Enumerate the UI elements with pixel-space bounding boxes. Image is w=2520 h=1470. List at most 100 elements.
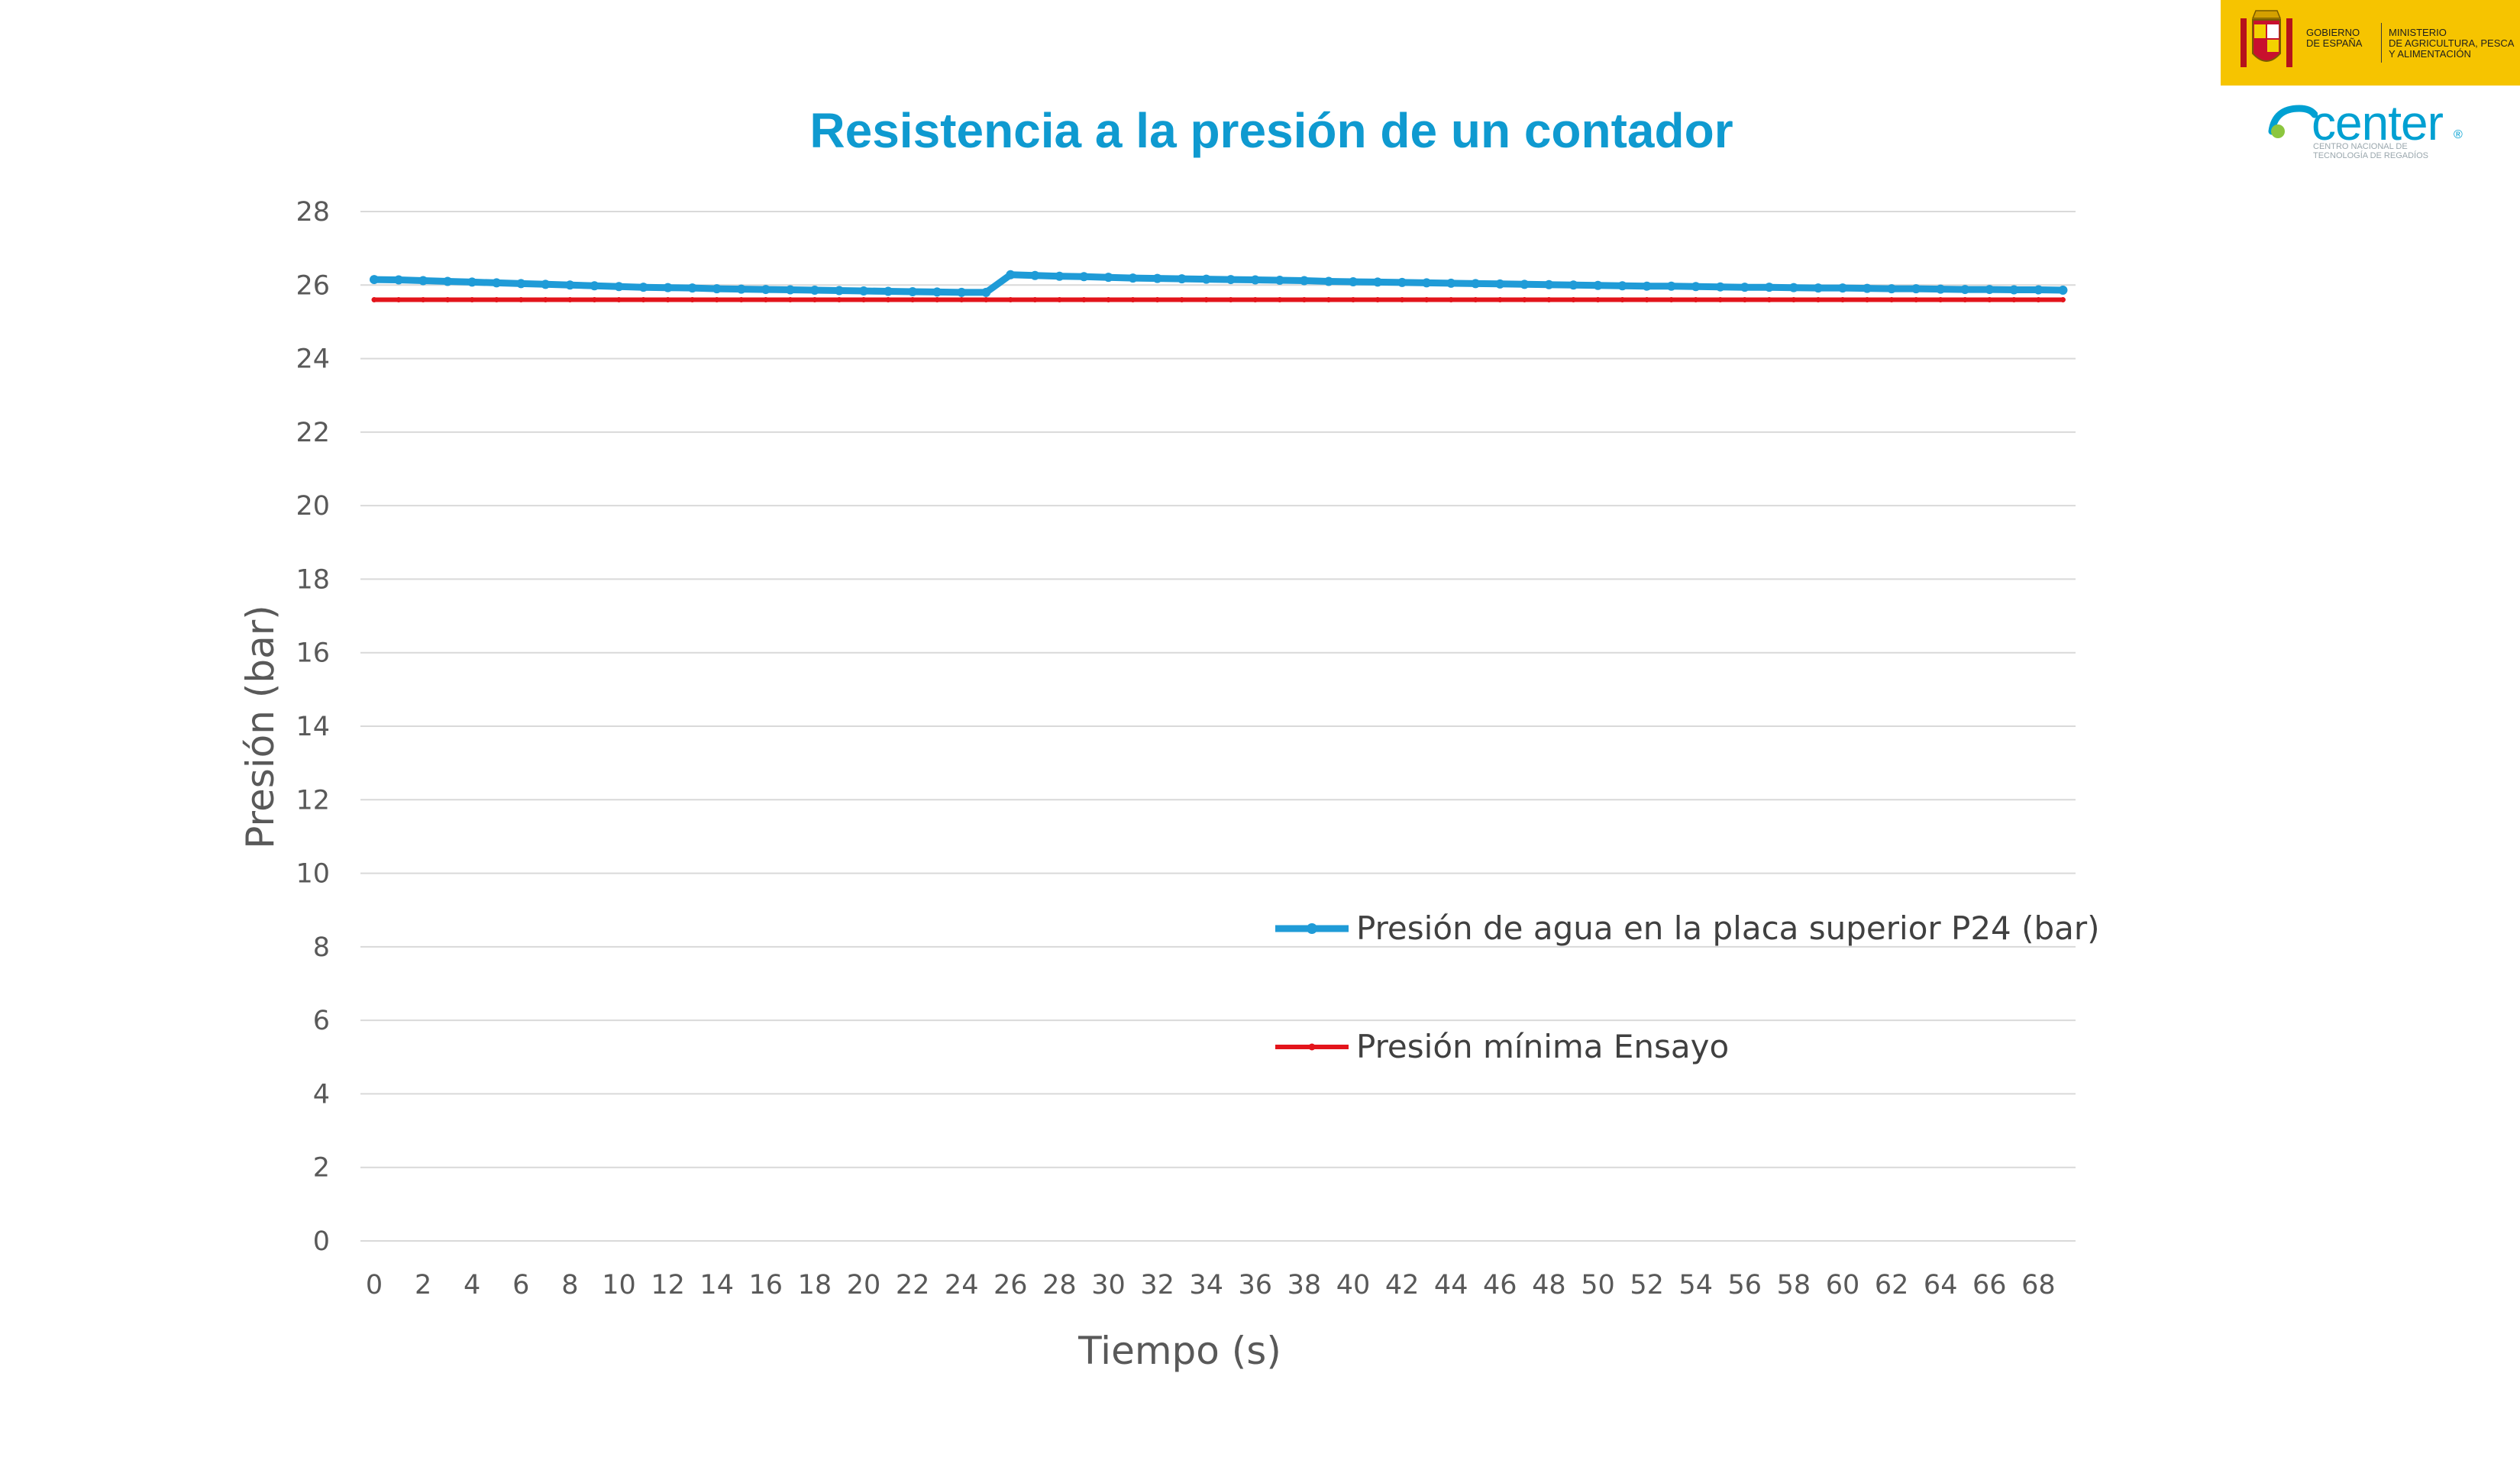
- data-point: [665, 297, 671, 303]
- center-swoosh-icon: [2268, 105, 2318, 138]
- data-point: [1349, 276, 1358, 286]
- spain-crest-icon: [2241, 10, 2292, 67]
- data-point: [1960, 285, 1970, 295]
- data-point: [1791, 297, 1797, 303]
- data-point: [1740, 283, 1749, 292]
- data-point: [1032, 297, 1038, 303]
- x-tick-label: 0: [366, 1270, 383, 1300]
- data-point: [1495, 279, 1505, 289]
- y-tick-label: 14: [296, 712, 330, 742]
- x-tick-label: 22: [896, 1270, 930, 1300]
- data-point: [1350, 297, 1356, 303]
- data-point: [687, 283, 697, 293]
- data-point: [1863, 283, 1872, 293]
- data-point: [1446, 278, 1456, 288]
- x-tick-label: 52: [1630, 1270, 1664, 1300]
- data-point: [467, 277, 477, 287]
- data-point: [909, 297, 916, 303]
- x-tick-label: 6: [512, 1270, 529, 1300]
- data-point: [1006, 270, 1016, 279]
- data-point: [2011, 297, 2017, 303]
- data-point: [590, 281, 599, 291]
- data-point: [516, 279, 526, 289]
- data-point: [1669, 297, 1675, 303]
- data-point: [616, 297, 622, 303]
- data-point: [1423, 297, 1430, 303]
- data-point: [1595, 297, 1601, 303]
- x-tick-label: 38: [1287, 1270, 1322, 1300]
- chart-title: Resistencia a la presión de un contador: [809, 103, 1733, 158]
- data-point: [444, 297, 451, 303]
- y-tick-label: 4: [313, 1079, 330, 1110]
- data-point: [1642, 281, 1652, 291]
- center-subtitle: CENTRO NACIONAL DE TECNOLOGÍA DE REGADÍO…: [2313, 142, 2428, 160]
- center-logo: center ® CENTRO NACIONAL DE TECNOLOGÍA D…: [2264, 95, 2470, 168]
- x-tick-label: 4: [464, 1270, 480, 1300]
- data-point: [1913, 297, 1919, 303]
- data-point: [1030, 270, 1040, 280]
- y-tick-label: 2: [313, 1153, 330, 1184]
- data-point: [2034, 285, 2043, 295]
- data-point: [1055, 271, 1065, 281]
- x-tick-label: 2: [415, 1270, 431, 1300]
- data-point: [1911, 284, 1921, 294]
- government-text: GOBIERNO DE ESPAÑA: [2306, 27, 2363, 49]
- data-point: [1203, 297, 1210, 303]
- data-point: [834, 286, 844, 296]
- y-tick-label: 24: [296, 344, 330, 375]
- data-point: [1275, 276, 1284, 286]
- y-tick-label: 16: [296, 638, 330, 669]
- data-point: [2035, 297, 2041, 303]
- x-tick-label: 34: [1189, 1270, 1223, 1300]
- data-point: [394, 275, 404, 285]
- data-point: [418, 276, 428, 286]
- data-point: [1887, 284, 1897, 294]
- data-point: [1497, 297, 1503, 303]
- data-point: [738, 297, 745, 303]
- x-tick-label: 58: [1777, 1270, 1811, 1300]
- x-tick-label: 68: [2021, 1270, 2056, 1300]
- series-line: [373, 271, 2063, 296]
- data-point: [1106, 297, 1111, 303]
- y-tick-label: 0: [313, 1226, 330, 1257]
- x-tick-label: 46: [1483, 1270, 1517, 1300]
- data-point: [1766, 297, 1772, 303]
- data-point: [1717, 297, 1724, 303]
- logo-separator: [2381, 23, 2382, 63]
- data-point: [542, 297, 548, 303]
- data-point: [2009, 285, 2019, 295]
- data-point: [1986, 297, 1992, 303]
- data-point: [1962, 297, 1968, 303]
- data-point: [1936, 284, 1946, 294]
- y-tick-label: 18: [296, 564, 330, 595]
- data-point: [1397, 277, 1407, 287]
- data-point: [469, 297, 475, 303]
- data-point: [1152, 273, 1162, 283]
- data-point: [983, 297, 989, 303]
- data-point: [1620, 297, 1626, 303]
- data-point: [714, 297, 720, 303]
- data-point: [836, 297, 842, 303]
- x-tick-label: 62: [1875, 1270, 1909, 1300]
- x-tick-label: 26: [993, 1270, 1028, 1300]
- data-point: [1399, 297, 1405, 303]
- data-point: [736, 284, 746, 294]
- x-tick-label: 64: [1924, 1270, 1958, 1300]
- data-point: [884, 286, 893, 296]
- data-point: [1617, 281, 1627, 291]
- data-point: [1250, 275, 1260, 285]
- data-point: [1840, 297, 1846, 303]
- x-tick-label: 20: [847, 1270, 881, 1300]
- data-point: [1985, 285, 1995, 295]
- series-p24-pressure: [370, 270, 2068, 297]
- data-point: [1471, 279, 1481, 289]
- data-point: [614, 282, 624, 292]
- data-point: [1155, 297, 1161, 303]
- x-tick-label: 44: [1434, 1270, 1468, 1300]
- data-point: [690, 297, 696, 303]
- x-tick-label: 56: [1728, 1270, 1762, 1300]
- y-tick-label: 6: [313, 1006, 330, 1036]
- data-point: [859, 286, 868, 296]
